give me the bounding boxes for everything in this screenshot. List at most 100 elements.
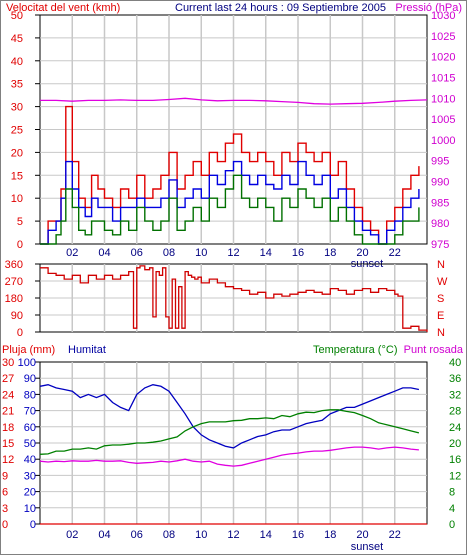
humidity-series-line [39,384,420,449]
time-x-tick-label: 16 [292,529,304,541]
time-x-tick-label: 02 [66,529,78,541]
wind-series-line [40,160,420,245]
time-x-tick-label: 10 [195,529,207,541]
compass-y-tick-label: N [437,327,445,339]
time-x-tick-label: 10 [195,247,207,259]
rain-y-tick-label: 0 [2,519,8,531]
wind-y-tick-label: 20 [11,147,23,159]
temperature-y-tick-label: 12 [449,470,461,482]
temperature-axis-title: Temperatura (°C) [313,344,397,356]
compass-y-tick-label: S [437,293,444,305]
time-x-tick-label: 14 [260,529,272,541]
direction-y-tick-label: 0 [17,327,23,339]
pressure-y-tick-label: 1010 [431,93,455,105]
pressure-y-tick-label: 975 [431,239,449,251]
time-x-tick-label: 04 [98,247,110,259]
pressure-y-tick-label: 1015 [431,72,455,84]
time-x-tick-label: 02 [66,247,78,259]
wind-y-tick-label: 0 [17,239,23,251]
humidity-y-tick-label: 60 [24,422,36,434]
rain-axis-title: Pluja (mm) [2,344,55,356]
time-x-tick-label: 18 [324,529,336,541]
wind-y-tick-label: 5 [17,216,23,228]
time-x-tick-label: 08 [163,247,175,259]
humidity-y-tick-label: 100 [18,357,36,369]
pressure-y-tick-label: 1030 [431,10,455,22]
wind-panel-series [40,97,428,245]
wind_min-series-line [40,174,420,245]
time-x-tick-label: 06 [131,247,143,259]
pressure-y-tick-label: 995 [431,156,449,168]
direction-y-tick-label: 270 [5,276,23,288]
compass-y-tick-label: W [437,276,448,288]
pressure-y-tick-label: 1025 [431,31,455,43]
wind-y-tick-label: 15 [11,170,23,182]
rain-y-tick-label: 30 [2,357,14,369]
temperature-y-tick-label: 0 [449,519,455,531]
pressure-axis-title: Pressió (hPa) [395,2,462,14]
direction-y-tick-label: 90 [11,310,23,322]
time-x-tick-label: 18 [324,247,336,259]
humidity-panel-axes: 0369121518212427300102030405060708090100… [2,357,461,553]
time-x-tick-label: 22 [389,247,401,259]
pressure-y-tick-label: 980 [431,218,449,230]
rain-y-tick-label: 3 [2,503,8,515]
pressure-y-tick-label: 1005 [431,114,455,126]
humidity-y-tick-label: 80 [24,389,36,401]
pressure-y-tick-label: 1020 [431,52,455,64]
dewpoint-axis-title: Punt rosada [404,344,464,356]
pressure-y-tick-label: 985 [431,197,449,209]
rain-y-tick-label: 18 [2,422,14,434]
rain-y-tick-label: 12 [2,454,14,466]
temperature-y-tick-label: 28 [449,406,461,418]
time-x-tick-label: 12 [227,529,239,541]
pressure-series-line [40,97,428,105]
humidity-y-tick-label: 10 [24,503,36,515]
temperature-series-line [39,409,420,455]
time-x-tick-label: 16 [292,247,304,259]
direction-y-tick-label: 180 [5,293,23,305]
time-x-tick-label: 20 [356,529,368,541]
direction-y-tick-label: 360 [5,259,23,271]
compass-y-tick-label: E [437,310,444,322]
wind-y-tick-label: 35 [11,79,23,91]
temperature-y-tick-label: 24 [449,422,461,434]
humidity-panel-series [39,384,427,525]
time-x-tick-label: 12 [227,247,239,259]
sunset-marker-label: sunset [351,541,383,553]
direction-series-line [40,265,428,332]
wind-y-tick-label: 30 [11,102,23,114]
gust-series-line [40,105,420,245]
humidity-y-tick-label: 20 [24,487,36,499]
wind-panel-axes: 0510152025303540455097598098599099510001… [11,10,456,270]
temperature-y-tick-label: 8 [449,487,455,499]
temperature-y-tick-label: 36 [449,373,461,385]
humidity-y-tick-label: 70 [24,406,36,418]
temperature-y-tick-label: 16 [449,454,461,466]
time-x-tick-label: 04 [98,529,110,541]
humidity-y-tick-label: 0 [30,519,36,531]
rain-y-tick-label: 24 [2,389,14,401]
rain-y-tick-label: 9 [2,470,8,482]
time-x-tick-label: 06 [131,529,143,541]
wind-axis-title: Velocitat del vent (kmh) [6,2,120,14]
time-x-tick-label: 22 [389,529,401,541]
rain-y-tick-label: 27 [2,373,14,385]
temperature-y-tick-label: 40 [449,357,461,369]
rain-y-tick-label: 15 [2,438,14,450]
direction-panel-series [40,265,428,332]
humidity-axis-title: Humitat [68,344,106,356]
temperature-y-tick-label: 32 [449,389,461,401]
dewpoint-series-line [39,446,419,467]
rain-y-tick-label: 6 [2,487,8,499]
time-x-tick-label: 08 [163,529,175,541]
rain-y-tick-label: 21 [2,406,14,418]
pressure-y-tick-label: 990 [431,177,449,189]
pressure-y-tick-label: 1000 [431,135,455,147]
temperature-y-tick-label: 20 [449,438,461,450]
humidity-y-tick-label: 40 [24,454,36,466]
wind-y-tick-label: 45 [11,33,23,45]
wind-panel-grid [40,15,427,244]
